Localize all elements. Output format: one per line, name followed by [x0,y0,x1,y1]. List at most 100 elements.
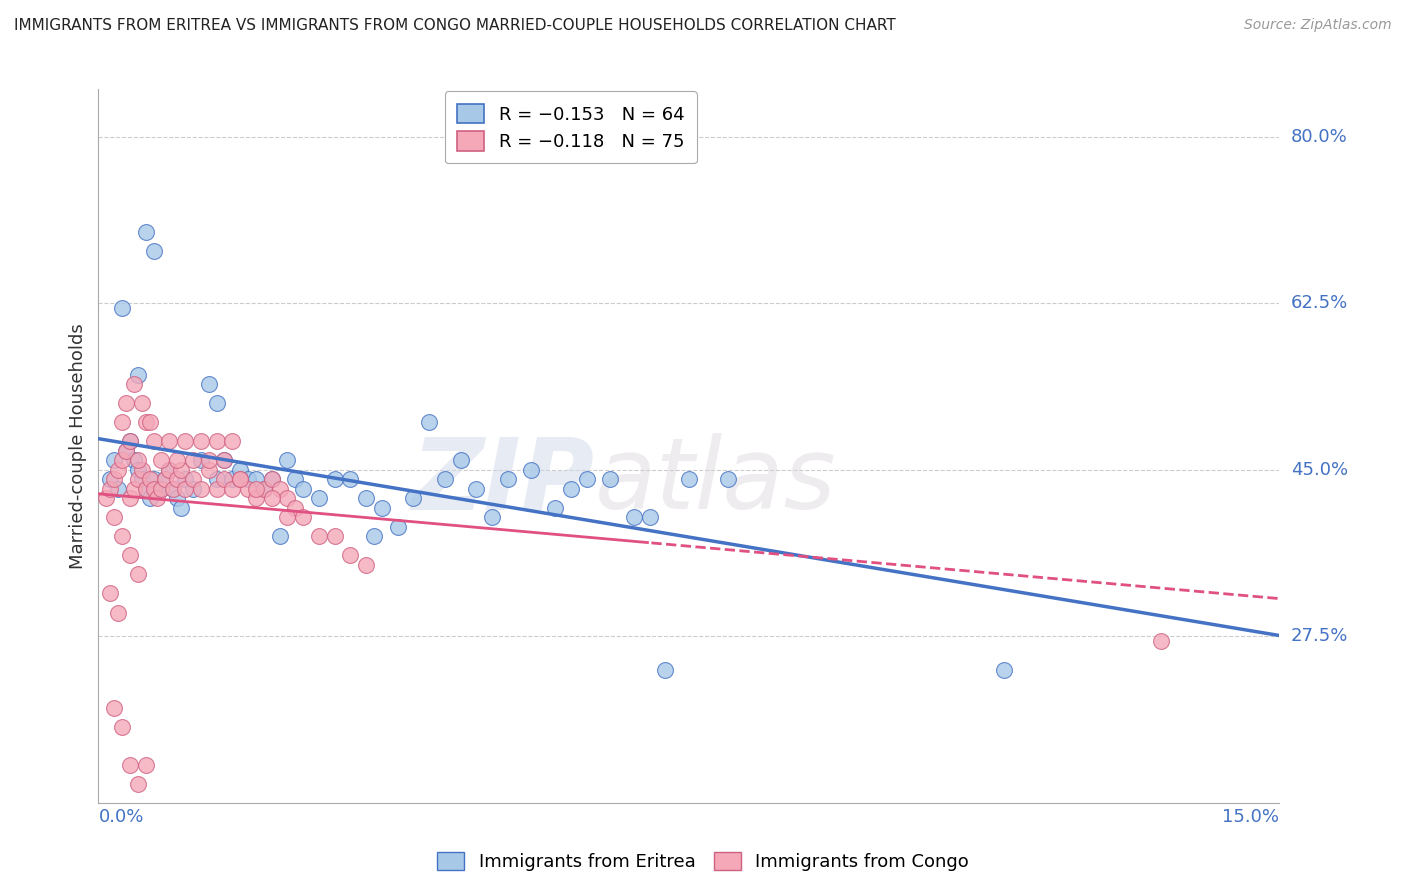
Text: 80.0%: 80.0% [1291,128,1347,145]
Point [131,396,153,410]
Point [260,491,283,506]
Point [205,396,228,410]
Point [323,529,346,543]
Point [170,500,193,515]
Legend: Immigrants from Eritrea, Immigrants from Congo: Immigrants from Eritrea, Immigrants from… [430,845,976,879]
Point [190,434,212,449]
Point [229,472,252,486]
Point [142,482,165,496]
Point [103,700,125,714]
Point [181,482,204,496]
Point [214,453,236,467]
Y-axis label: Married-couple Households: Married-couple Households [69,323,87,569]
Point [162,482,184,496]
Point [170,463,193,477]
Point [118,434,141,449]
Point [122,482,145,496]
Point [433,472,456,486]
Point [111,720,134,734]
Point [107,482,129,496]
Point [138,472,160,486]
Point [276,453,298,467]
Point [236,482,259,496]
Point [131,472,153,486]
Text: 0.0%: 0.0% [98,807,143,826]
Point [155,472,177,486]
Point [205,482,228,496]
Point [115,443,138,458]
Point [146,491,169,506]
Point [276,510,298,524]
Point [678,472,700,486]
Point [245,491,267,506]
Point [111,453,134,467]
Point [146,482,169,496]
Point [142,472,165,486]
Point [544,500,567,515]
Point [122,377,145,392]
Text: atlas: atlas [595,434,837,530]
Point [197,453,219,467]
Point [142,434,165,449]
Point [96,491,118,506]
Point [323,472,346,486]
Point [465,482,488,496]
Point [197,463,219,477]
Point [190,453,212,467]
Point [654,663,676,677]
Point [481,510,503,524]
Point [135,415,157,429]
Point [111,529,134,543]
Point [260,472,283,486]
Point [221,434,243,449]
Point [122,453,145,467]
Point [253,482,276,496]
Point [135,482,157,496]
Point [418,415,440,429]
Point [103,453,125,467]
Point [253,482,276,496]
Point [717,472,740,486]
Point [166,453,188,467]
Point [214,472,236,486]
Point [181,453,204,467]
Point [354,558,377,572]
Text: 45.0%: 45.0% [1291,461,1348,479]
Point [131,463,153,477]
Point [205,434,228,449]
Point [127,453,149,467]
Point [229,472,252,486]
Point [127,777,149,791]
Point [269,529,291,543]
Text: ZIP: ZIP [412,434,595,530]
Point [98,586,121,600]
Text: 15.0%: 15.0% [1222,807,1279,826]
Point [98,472,121,486]
Point [197,377,219,392]
Point [142,244,165,258]
Point [118,434,141,449]
Point [236,472,259,486]
Point [308,491,330,506]
Point [115,396,138,410]
Point [127,567,149,582]
Point [111,301,134,315]
Point [339,472,361,486]
Point [150,482,173,496]
Point [599,472,621,486]
Point [292,510,315,524]
Text: 27.5%: 27.5% [1291,627,1348,645]
Point [402,491,425,506]
Point [354,491,377,506]
Legend: R = −0.153   N = 64, R = −0.118   N = 75: R = −0.153 N = 64, R = −0.118 N = 75 [444,91,697,163]
Point [269,482,291,496]
Point [118,757,141,772]
Point [118,491,141,506]
Point [575,472,598,486]
Point [371,500,394,515]
Point [276,491,298,506]
Point [103,472,125,486]
Point [387,520,409,534]
Point [520,463,543,477]
Point [245,482,267,496]
